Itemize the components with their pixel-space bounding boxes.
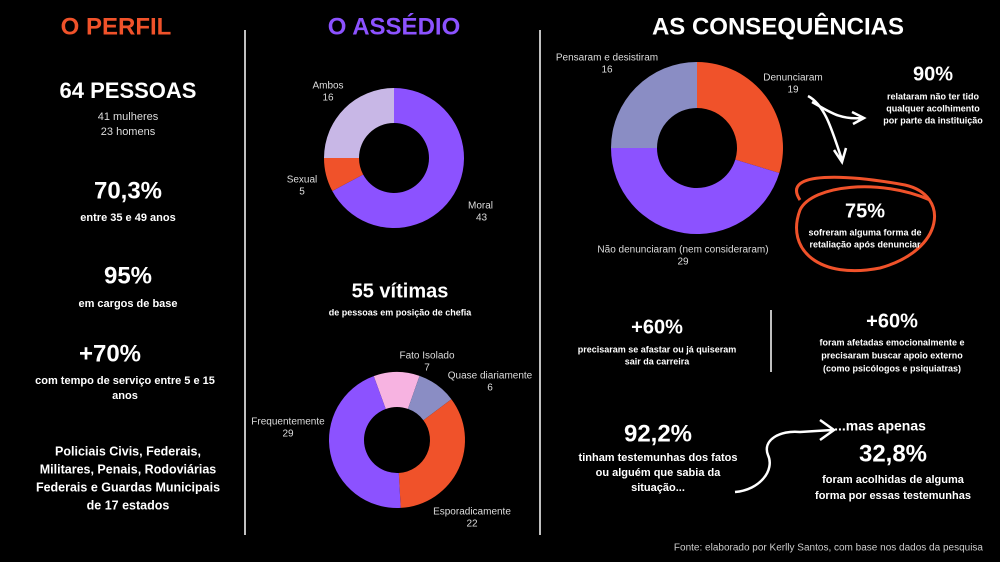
donut-slice	[324, 158, 364, 191]
body-text: retaliação após denunciar	[809, 239, 921, 249]
body-text: relataram não ter tido	[887, 91, 980, 101]
stat-headline: 32,8%	[859, 440, 927, 467]
donut-slice	[697, 62, 783, 173]
highlight-circle	[795, 175, 936, 273]
body-text: forma por essas testemunhas	[815, 490, 971, 502]
body-text: precisaram buscar apoio externo	[821, 350, 963, 360]
body-text: em cargos de base	[78, 298, 177, 310]
body-text: Federais e Guardas Municipais	[36, 480, 220, 494]
body-text: tinham testemunhas dos fatos	[579, 452, 738, 464]
donut-slice	[373, 371, 420, 409]
body-text: de pessoas em posição de chefia	[329, 307, 473, 317]
stat-headline: 92,2%	[624, 420, 692, 447]
body-text: Militares, Penais, Rodoviárias	[40, 462, 217, 476]
body-text: 23 homens	[101, 126, 156, 138]
body-text: Policiais Civis, Federais,	[55, 444, 201, 458]
body-text: 41 mulheres	[98, 111, 159, 123]
stat-headline: 70,3%	[94, 177, 162, 204]
body-text: ou alguém que sabia da	[596, 467, 722, 479]
slice-value: 22	[466, 519, 478, 530]
donut-slice	[324, 88, 394, 158]
slice-label: Fato Isolado	[399, 351, 454, 362]
stat-headline: +60%	[866, 310, 918, 332]
slice-label: Esporadicamente	[433, 507, 511, 518]
slice-value: 5	[299, 187, 305, 198]
stat-headline: 95%	[104, 262, 152, 289]
arrow	[734, 418, 837, 494]
body-text: sair da carreira	[625, 356, 691, 366]
slice-value: 19	[787, 85, 799, 96]
donut-slice	[611, 148, 780, 234]
slice-label: Moral	[468, 201, 493, 212]
stat-headline: 55 vítimas	[352, 280, 449, 302]
donut-slice	[398, 399, 465, 508]
slice-label: Frequentemente	[251, 417, 325, 428]
stat-headline: 64 PESSOAS	[60, 78, 197, 103]
stat-headline: +60%	[631, 316, 683, 338]
slice-label: Sexual	[287, 175, 318, 186]
body-text: com tempo de serviço entre 5 e 15	[35, 375, 215, 387]
body-text: qualquer acolhimento	[886, 103, 980, 113]
arrow	[807, 94, 848, 165]
slice-label: Não denunciaram (nem consideraram)	[597, 245, 768, 256]
slice-label: Quase diariamente	[448, 371, 533, 382]
donut-slice	[328, 376, 401, 508]
donut-slice	[611, 62, 697, 148]
body-text: foram afetadas emocionalmente e	[819, 337, 964, 347]
donut-slice	[332, 88, 464, 228]
slice-label: Ambos	[312, 81, 343, 92]
body-text: de 17 estados	[87, 498, 170, 512]
slice-value: 43	[476, 213, 488, 224]
body-text: sofreram alguma forma de	[808, 227, 921, 237]
stat-headline: 75%	[845, 200, 885, 222]
body-text: precisaram se afastar ou já quiseram	[578, 344, 737, 354]
slice-value: 6	[487, 383, 493, 394]
donut-slice	[407, 375, 452, 421]
body-text: foram acolhidas de alguma	[822, 474, 965, 486]
stat-lead: ...mas apenas	[834, 418, 926, 434]
slice-value: 16	[601, 65, 613, 76]
stat-headline: +70%	[79, 340, 141, 367]
slice-value: 29	[677, 257, 689, 268]
slice-value: 7	[424, 363, 430, 374]
body-text: anos	[112, 390, 138, 402]
body-text: entre 35 e 49 anos	[80, 212, 175, 224]
source-note: Fonte: elaborado por Kerlly Santos, com …	[674, 543, 984, 554]
body-text: por parte da instituição	[883, 115, 983, 125]
section-title: O ASSÉDIO	[328, 12, 460, 40]
section-title: O PERFIL	[61, 13, 172, 40]
body-text: (como psicólogos e psiquiatras)	[823, 363, 961, 373]
body-text: situação...	[631, 482, 685, 494]
slice-label: Denunciaram	[763, 73, 822, 84]
arrow	[811, 100, 867, 126]
stat-headline: 90%	[913, 63, 953, 85]
slice-value: 29	[282, 429, 294, 440]
section-title: AS CONSEQUÊNCIAS	[652, 12, 904, 40]
slice-label: Pensaram e desistiram	[556, 53, 658, 64]
slice-value: 16	[322, 93, 334, 104]
